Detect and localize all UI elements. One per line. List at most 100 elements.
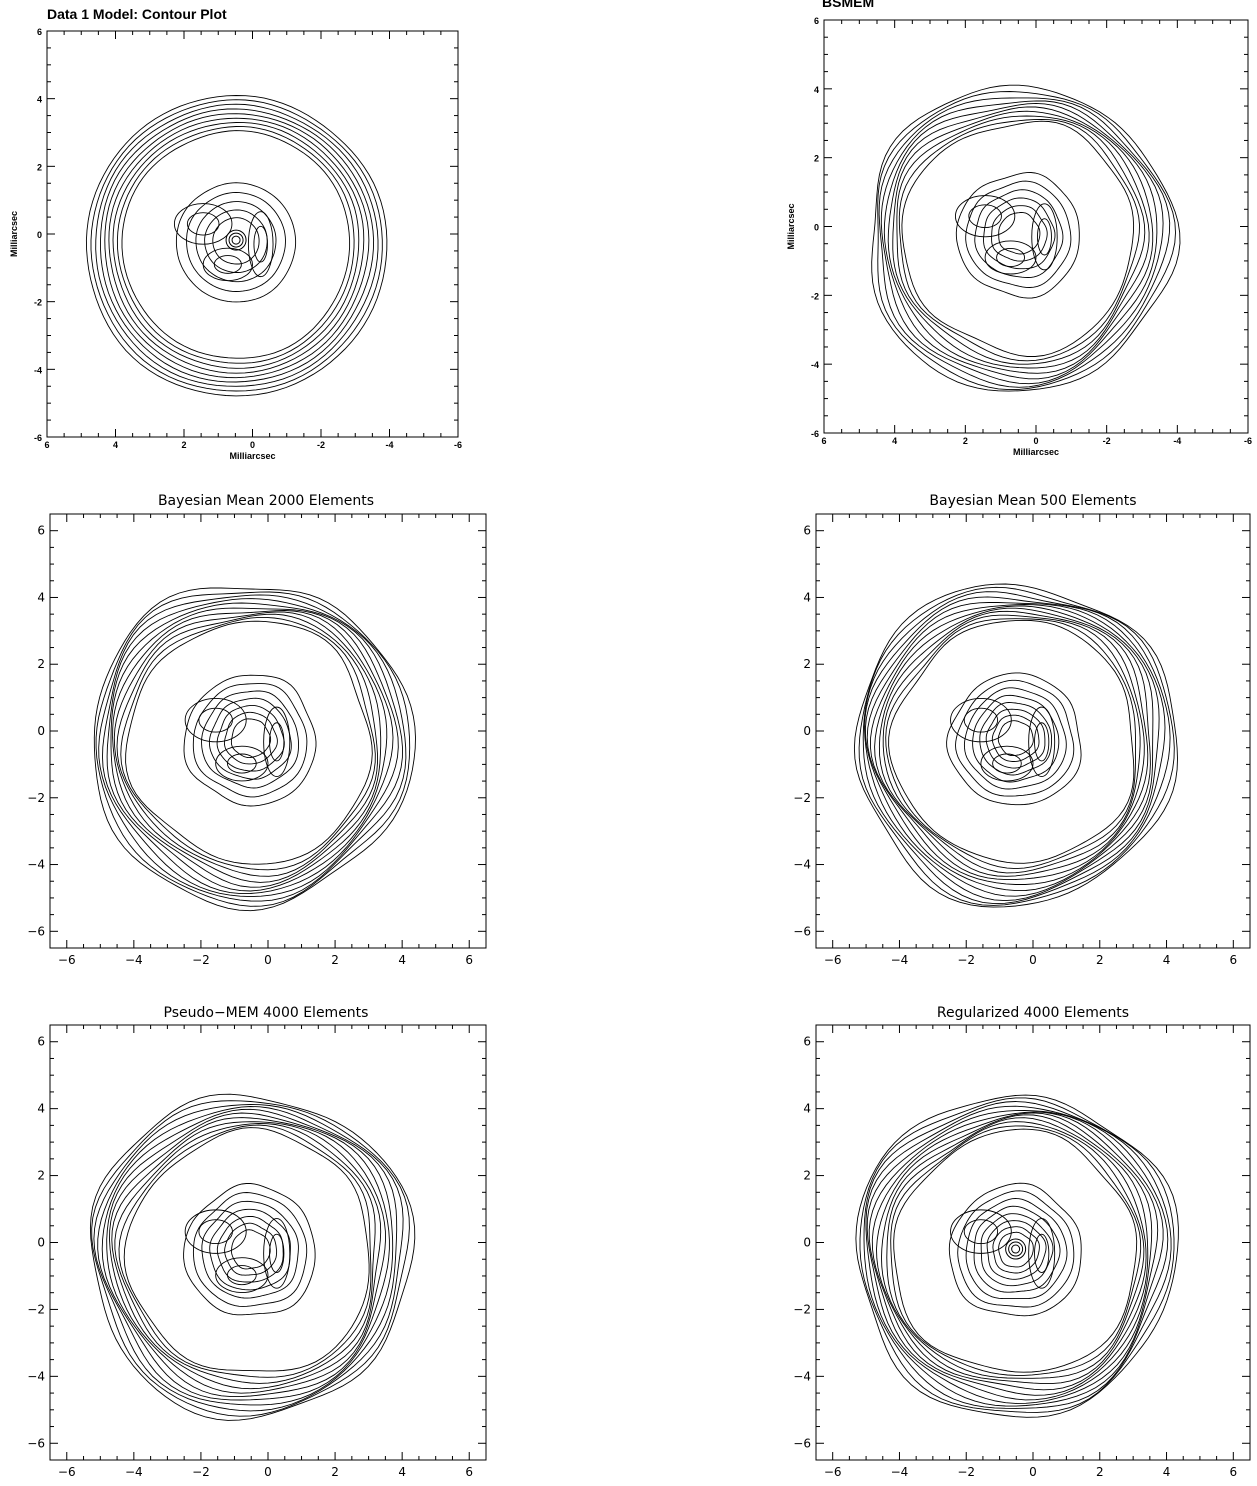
inner-contour: [269, 722, 285, 762]
contour-level: [896, 115, 1146, 365]
contour-level: [980, 1213, 1054, 1287]
contour-level: [885, 618, 1136, 870]
contour-level: [963, 687, 1067, 790]
contour-level: [882, 614, 1141, 874]
y-axis-label: Milliarcsec: [9, 211, 19, 257]
x-tick-label: -6: [1244, 436, 1252, 446]
contour-level: [192, 1192, 308, 1307]
y-tick-label: -4: [34, 365, 42, 375]
contour-level: [116, 613, 378, 877]
y-tick-label: 0: [37, 1236, 45, 1250]
y-tick-label: −2: [793, 1302, 811, 1316]
x-tick-label: 0: [1029, 1465, 1037, 1479]
contour-level: [118, 1124, 372, 1378]
inner-contour: [213, 255, 242, 274]
center-ring: [225, 229, 247, 251]
contour-level: [111, 1121, 382, 1390]
y-tick-label: 6: [803, 1035, 811, 1049]
contour-level: [946, 672, 1082, 806]
x-tick-label: −4: [891, 953, 909, 967]
center-ring: [1005, 1238, 1027, 1260]
contour-level: [102, 598, 403, 898]
inner-contour: [996, 247, 1026, 268]
contour-level: [979, 702, 1053, 776]
inner-contour: [202, 247, 253, 282]
inner-contour: [980, 745, 1034, 782]
y-tick-label: 2: [37, 162, 42, 172]
contour-level: [883, 102, 1158, 380]
contour-level: [901, 120, 1135, 357]
x-tick-label: 0: [1029, 953, 1037, 967]
inner-contour: [184, 698, 247, 743]
y-tick-label: 0: [37, 724, 45, 738]
contour-level: [880, 100, 1164, 385]
y-tick-label: 0: [814, 223, 819, 233]
contour-level: [877, 91, 1176, 391]
inner-contour: [963, 1219, 999, 1245]
contour-level: [892, 110, 1150, 369]
y-tick-label: -2: [811, 291, 819, 301]
contour-level: [95, 591, 411, 907]
contour-level: [230, 718, 272, 759]
y-tick-label: 4: [37, 1102, 45, 1116]
contour-level: [878, 610, 1145, 877]
inner-contour: [263, 706, 291, 778]
contour-level: [997, 720, 1034, 757]
center-ring: [228, 232, 244, 248]
contour-level: [120, 616, 376, 871]
x-tick-label: −4: [125, 953, 143, 967]
y-tick-label: 4: [803, 590, 811, 604]
inner-contour: [186, 212, 220, 236]
contour-level: [90, 99, 383, 392]
y-tick-label: 2: [803, 1169, 811, 1183]
contour-level: [112, 610, 388, 888]
contour-level: [91, 1100, 410, 1417]
x-tick-label: −6: [824, 953, 842, 967]
x-tick-label: 2: [181, 440, 186, 450]
inner-contour: [1031, 203, 1058, 271]
y-tick-label: -6: [34, 433, 42, 443]
y-tick-label: 4: [37, 590, 45, 604]
x-tick-label: 2: [963, 436, 968, 446]
y-tick-label: 2: [814, 154, 819, 164]
y-tick-label: -2: [34, 298, 42, 308]
contour-level: [208, 697, 292, 780]
contour-level: [858, 586, 1175, 906]
contour-level: [957, 1190, 1075, 1308]
inner-contour: [1028, 706, 1056, 778]
y-tick-label: −2: [27, 791, 45, 805]
x-tick-label: −2: [192, 953, 210, 967]
contour-level: [862, 591, 1171, 905]
y-tick-label: -4: [811, 360, 819, 370]
y-tick-label: 2: [803, 657, 811, 671]
contour-level: [864, 602, 1160, 897]
contour-level: [223, 711, 278, 765]
contour-level: [85, 95, 388, 397]
inner-contour: [215, 1257, 269, 1293]
inner-contour: [173, 203, 233, 245]
contour-level: [93, 1104, 404, 1412]
panel-4: Bayesian Mean 500 Elements −6 −4 −2 0 2 4 6 −6 −4…: [793, 493, 1251, 967]
x-tick-label: 0: [264, 1465, 272, 1479]
inner-contour: [963, 707, 999, 733]
inner-contour: [253, 225, 268, 263]
x-tick-label: 4: [892, 436, 897, 446]
inner-contour: [950, 1209, 1012, 1254]
contour-level: [209, 1208, 291, 1291]
x-tick-label: -6: [454, 440, 462, 450]
contour-level: [97, 1106, 398, 1406]
contour-group: [871, 84, 1181, 392]
inner-contour: [1037, 218, 1052, 256]
plot-frame: [815, 513, 1251, 949]
plot-frame: [823, 19, 1249, 434]
x-tick-label: 6: [465, 953, 473, 967]
y-tick-label: 0: [803, 724, 811, 738]
panel-3: Bayesian Mean 2000 Elements −6 −4 −2 0 2 4 6 −6 −…: [27, 493, 487, 967]
y-tick-label: −6: [793, 1436, 811, 1450]
y-tick-label: -6: [811, 429, 819, 439]
contour-level: [992, 1226, 1040, 1274]
contour-level: [123, 1127, 370, 1372]
y-tick-label: 4: [814, 85, 819, 95]
contour-level: [864, 596, 1166, 902]
y-axis-label: Milliarcsec: [786, 203, 796, 249]
